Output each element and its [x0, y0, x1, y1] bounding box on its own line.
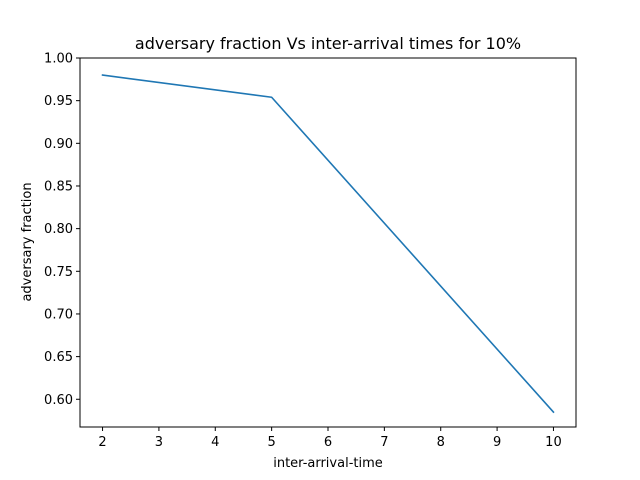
x-tick-label: 9	[493, 435, 501, 450]
y-tick-label: 1.00	[44, 52, 73, 67]
y-tick-label: 0.85	[44, 179, 73, 194]
y-tick-label: 0.60	[44, 393, 73, 408]
x-tick-label: 8	[437, 435, 445, 450]
y-tick-label: 0.75	[44, 265, 73, 280]
y-tick-label: 0.65	[44, 350, 73, 365]
plot-area	[80, 58, 576, 427]
series-line	[101, 74, 555, 414]
y-tick-label: 0.70	[44, 307, 73, 322]
chart-title: adversary fraction Vs inter-arrival time…	[135, 34, 521, 53]
y-axis-label: adversary fraction	[20, 182, 35, 301]
y-tick-label: 0.95	[44, 94, 73, 109]
x-tick-label: 2	[98, 435, 106, 450]
x-tick-label: 6	[324, 435, 332, 450]
y-tick-label: 0.90	[44, 137, 73, 152]
y-tick-label: 0.80	[44, 222, 73, 237]
x-tick-label: 3	[155, 435, 163, 450]
x-tick-label: 4	[211, 435, 219, 450]
x-tick-label: 10	[545, 435, 562, 450]
plot-frame	[79, 57, 577, 428]
x-tick-label: 7	[380, 435, 388, 450]
x-axis-label: inter-arrival-time	[273, 456, 383, 471]
x-tick-label: 5	[267, 435, 275, 450]
